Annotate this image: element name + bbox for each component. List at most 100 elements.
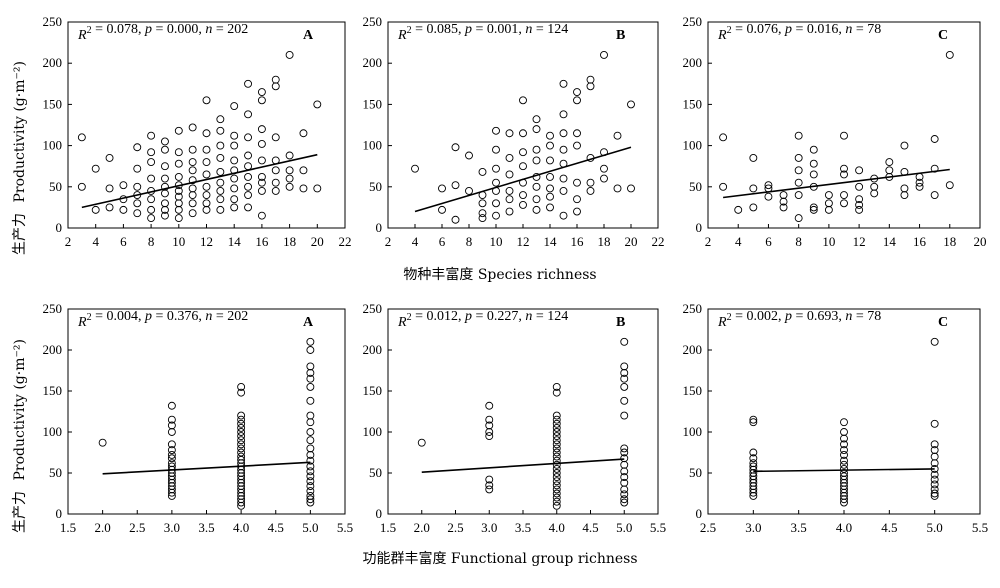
- data-point: [552, 411, 561, 420]
- data-point: [930, 459, 939, 468]
- data-point: [809, 145, 818, 154]
- data-point: [216, 178, 225, 187]
- data-point: [257, 211, 266, 220]
- data-point: [167, 401, 176, 410]
- top-ylabel-cn: 生产力: [12, 213, 28, 255]
- panel-label: B: [616, 315, 625, 330]
- data-point: [451, 181, 460, 190]
- data-point: [840, 164, 848, 173]
- data-point: [620, 473, 629, 482]
- panel-bottom-A: 0 50 100 150 200 250 1.5 2.0 2.5 3.0 3.5 4.0 4.5 5.0 5…: [43, 301, 354, 535]
- data-point: [492, 211, 500, 220]
- top-xlabel: 物种丰富度 Species richness: [403, 266, 596, 283]
- stats-annotation: R2 = 0.012, p = 0.227, n = 124: [397, 309, 568, 330]
- data-point: [216, 195, 225, 204]
- data-point: [230, 102, 239, 110]
- data-point: [299, 166, 308, 175]
- data-point: [840, 498, 848, 507]
- data-point: [237, 428, 246, 436]
- data-point: [519, 129, 527, 138]
- x-tick-label: 4.5: [582, 520, 598, 535]
- data-point: [930, 452, 939, 461]
- data-point: [91, 164, 100, 173]
- data-point: [552, 489, 561, 498]
- data-point: [306, 418, 315, 427]
- x-tick-label: 5.5: [650, 520, 666, 535]
- data-point: [202, 205, 211, 214]
- x-tick-label: 12: [517, 234, 530, 249]
- data-point: [202, 170, 211, 179]
- data-point: [271, 133, 280, 142]
- data-point: [840, 440, 848, 449]
- data-point: [620, 485, 629, 494]
- x-tick-label: 3.5: [198, 520, 214, 535]
- data-point: [202, 191, 211, 199]
- y-tick-label: 0: [696, 506, 703, 521]
- stats-annotation: R2 = 0.085, p = 0.001, n = 124: [397, 22, 568, 43]
- regression-line: [81, 153, 318, 209]
- data-point: [174, 172, 183, 181]
- data-point: [216, 154, 225, 162]
- data-point: [613, 131, 622, 140]
- data-point: [627, 100, 635, 109]
- x-tick-label: 2.5: [447, 520, 463, 535]
- data-point: [546, 203, 554, 212]
- data-point: [552, 428, 561, 436]
- data-point: [485, 401, 494, 410]
- data-point: [230, 131, 239, 140]
- x-tick-label: 8: [795, 234, 802, 249]
- x-tick-label: 4.5: [881, 520, 897, 535]
- data-point: [505, 154, 514, 162]
- data-point: [230, 184, 239, 193]
- data-point: [824, 205, 833, 214]
- data-point: [167, 440, 176, 449]
- data-point: [532, 145, 541, 154]
- x-tick-label: 4: [735, 234, 742, 249]
- data-point: [133, 164, 142, 173]
- data-point: [749, 154, 758, 162]
- data-point: [306, 477, 315, 486]
- data-point: [237, 423, 246, 432]
- data-point: [188, 123, 197, 132]
- data-point: [478, 209, 487, 218]
- data-point: [174, 126, 183, 135]
- x-tick-label: 14: [883, 234, 897, 249]
- data-point: [257, 125, 266, 134]
- y-tick-label: 150: [363, 383, 383, 398]
- data-point: [546, 141, 554, 150]
- data-point: [438, 205, 446, 214]
- data-point: [532, 182, 541, 191]
- data-point: [306, 495, 315, 504]
- x-tick-label: 2.0: [95, 520, 111, 535]
- panel-top-A: 0 50 100 150 200 250 2 4 6 8 10 12 14 16 18 20 22 R2 = 0.…: [43, 14, 352, 249]
- data-point: [133, 199, 142, 208]
- bottom-ylabel: 生产力 Productivity (g·m⁻²): [12, 339, 28, 533]
- y-tick-label: 150: [363, 96, 383, 111]
- bottom-ylabel-en: Productivity (g·m⁻²): [12, 339, 28, 480]
- data-point: [620, 490, 629, 499]
- y-tick-label: 0: [56, 506, 63, 521]
- data-point: [202, 96, 211, 105]
- data-point: [749, 492, 758, 500]
- data-point: [306, 487, 315, 495]
- data-point: [485, 428, 494, 436]
- data-point: [167, 488, 176, 497]
- data-point: [552, 464, 561, 473]
- data-point: [188, 184, 197, 193]
- data-point: [202, 129, 211, 138]
- data-point: [552, 493, 561, 502]
- data-point: [160, 162, 169, 171]
- y-tick-label: 50: [369, 465, 382, 480]
- data-point: [257, 172, 266, 181]
- data-point: [160, 174, 169, 183]
- data-point: [174, 159, 183, 168]
- data-point: [559, 211, 568, 220]
- data-point: [620, 495, 629, 504]
- data-point: [552, 436, 561, 445]
- data-point: [174, 186, 183, 195]
- data-point: [188, 145, 197, 154]
- data-point: [794, 154, 803, 162]
- panel-label: C: [938, 28, 948, 43]
- data-point: [478, 199, 487, 208]
- x-tick-label: 2: [705, 234, 712, 249]
